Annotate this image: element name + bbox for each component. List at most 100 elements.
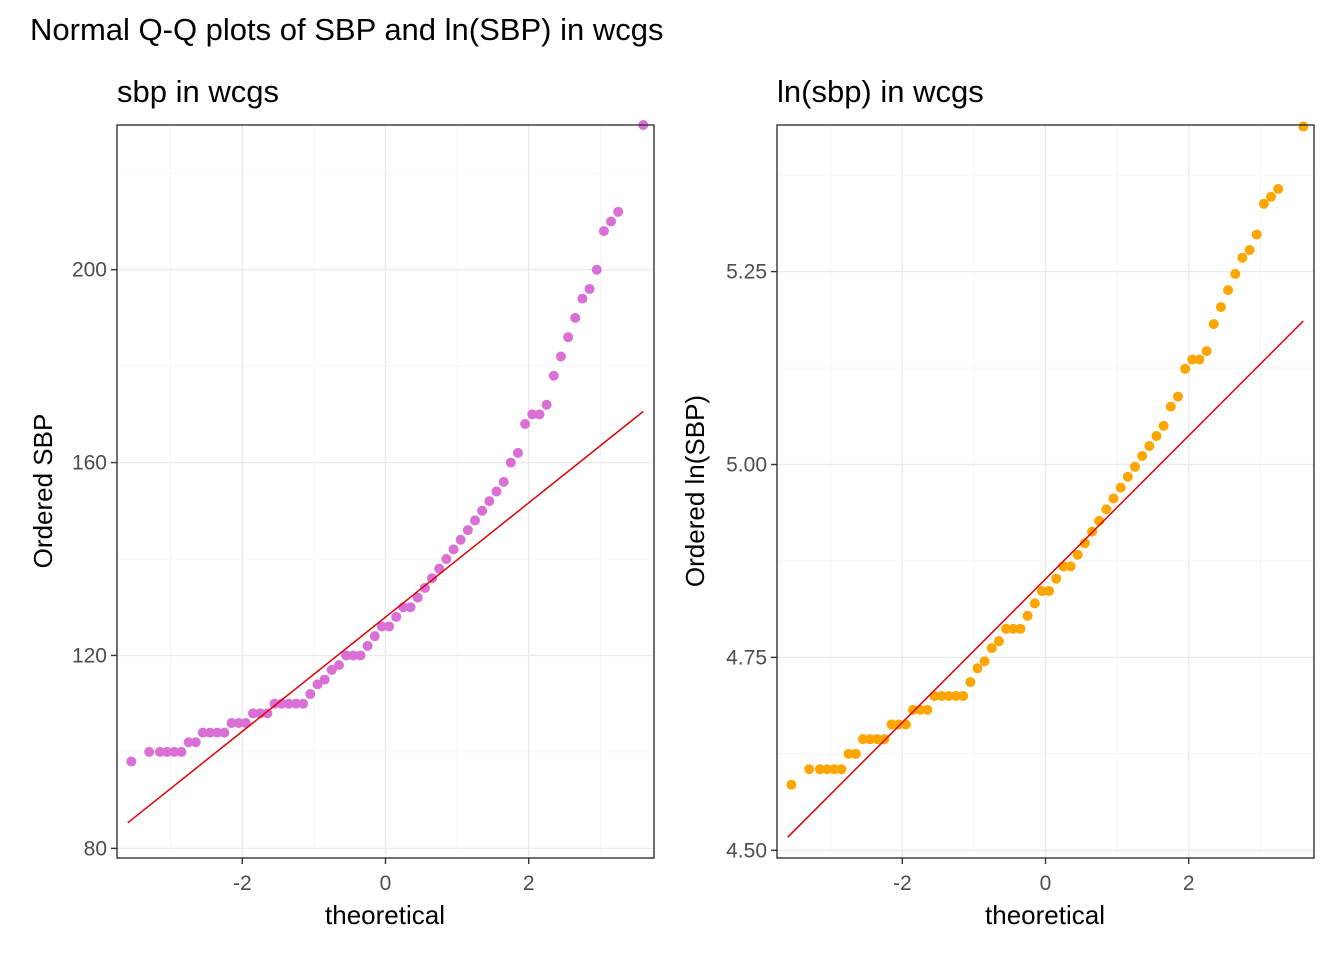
ln-sbp-data-point (1165, 401, 1176, 412)
ln-sbp-data-point (1036, 586, 1047, 597)
sbp-data-point (405, 602, 416, 613)
ln-sbp-data-point (829, 764, 840, 775)
sbp-data-point (298, 698, 309, 709)
ln-sbp-data-point (1244, 244, 1255, 255)
sbp-data-point (613, 206, 624, 217)
ln-sbp-y-axis-title: Ordered ln(SBP) (680, 395, 710, 587)
sbp-data-point (326, 664, 337, 675)
sbp-axes: -2 0 2 80 120 160 200 (72, 259, 535, 895)
ln-sbp-data-point (836, 764, 847, 775)
ln-sbp-y-tick-label: 4.50 (726, 839, 767, 862)
ln-sbp-x-tick-label: 0 (1040, 872, 1052, 895)
sbp-data-point (441, 554, 452, 565)
sbp-data-point (534, 409, 545, 420)
sbp-gridlines (117, 125, 654, 858)
ln-sbp-panel: ln(sbp) in wcgs -2 0 2 4.50 4.75 5.00 5.25 the… (680, 74, 1315, 930)
ln-sbp-data-point (1194, 354, 1205, 365)
sbp-x-tick-label: -2 (233, 872, 252, 895)
sbp-data-point (391, 611, 402, 622)
sbp-x-tick-label: 2 (523, 872, 535, 895)
ln-sbp-data-point (857, 734, 868, 745)
sbp-y-tick-label: 200 (72, 259, 107, 282)
panel-title-sbp: sbp in wcgs (117, 74, 279, 109)
ln-sbp-data-point (1044, 586, 1055, 597)
ln-sbp-data-point (872, 734, 883, 745)
ln-sbp-data-point (1008, 623, 1019, 634)
sbp-data-point (419, 582, 430, 593)
ln-sbp-data-point (1215, 302, 1226, 313)
sbp-data-point (570, 312, 581, 323)
sbp-data-point (355, 650, 366, 661)
ln-sbp-data-point (1223, 285, 1234, 296)
sbp-data-point (341, 650, 352, 661)
sbp-reference-line-group (127, 410, 644, 824)
sbp-data-point (455, 534, 466, 545)
ln-sbp-data-point (822, 764, 833, 775)
sbp-data-point (527, 409, 538, 420)
ln-sbp-data-point (1122, 471, 1133, 482)
ln-sbp-data-point (1015, 623, 1026, 634)
sbp-data-point (577, 293, 588, 304)
ln-sbp-data-point (965, 677, 976, 688)
ln-sbp-data-point (1208, 319, 1219, 330)
sbp-data-point (412, 592, 423, 603)
sbp-data-point (369, 631, 380, 642)
sbp-data-point (448, 544, 459, 555)
ln-sbp-data-point (1051, 573, 1062, 584)
sbp-data-point (248, 708, 259, 719)
ln-sbp-data-point (1230, 268, 1241, 279)
ln-sbp-data-point (1258, 198, 1269, 209)
ln-sbp-reference-line (787, 320, 1304, 838)
ln-sbp-data-point (943, 690, 954, 701)
ln-sbp-data-point (865, 734, 876, 745)
sbp-data-point (319, 674, 330, 685)
sbp-data-point (362, 640, 373, 651)
ln-sbp-data-point (922, 704, 933, 715)
sbp-data-point (291, 698, 301, 709)
ln-sbp-data-point (1065, 561, 1076, 572)
ln-sbp-data-point (1237, 252, 1248, 263)
sbp-data-point (348, 650, 359, 661)
ln-sbp-y-tick-label: 4.75 (726, 646, 767, 669)
sbp-data-point (154, 746, 165, 757)
sbp-data-point (555, 351, 566, 362)
ln-sbp-data-point (804, 764, 815, 775)
sbp-data-point (162, 746, 173, 757)
ln-sbp-data-point (1251, 229, 1262, 240)
ln-sbp-data-point (1108, 493, 1119, 504)
ln-sbp-data-point (1187, 354, 1198, 365)
ln-sbp-data-point (786, 779, 797, 790)
sbp-data-point (384, 621, 395, 632)
ln-sbp-data-point (1072, 549, 1083, 560)
ln-sbp-x-tick-label: 2 (1183, 872, 1195, 895)
sbp-data-point (269, 698, 280, 709)
ln-sbp-data-point (1029, 598, 1040, 609)
sbp-x-axis-title: theoretical (325, 900, 445, 930)
ln-sbp-data-point (1101, 504, 1112, 515)
ln-sbp-data-point (1115, 482, 1126, 493)
sbp-data-point (491, 486, 502, 497)
sbp-data-point (584, 283, 595, 294)
sbp-data-point (333, 660, 344, 671)
sbp-data-point (212, 727, 223, 738)
sbp-y-axis-title: Ordered SBP (28, 414, 58, 569)
figure-title: Normal Q-Q plots of SBP and ln(SBP) in w… (30, 12, 663, 47)
ln-sbp-data-point (986, 643, 997, 654)
ln-sbp-data-point (900, 719, 911, 730)
ln-sbp-data-point (972, 663, 983, 674)
sbp-y-tick-label: 120 (72, 644, 107, 667)
ln-sbp-data-point (1130, 461, 1140, 472)
sbp-data-point (427, 573, 438, 584)
sbp-data-point (462, 525, 473, 536)
ln-sbp-data-point (936, 690, 947, 701)
sbp-data-point (598, 226, 609, 237)
sbp-data-point (219, 727, 230, 738)
ln-sbp-data-point (1137, 451, 1148, 462)
ln-sbp-reference-line-group (787, 320, 1304, 838)
sbp-data-point (376, 621, 387, 632)
ln-sbp-data-point (1079, 538, 1090, 549)
ln-sbp-data-point (1001, 623, 1012, 634)
sbp-data-point (606, 216, 617, 227)
